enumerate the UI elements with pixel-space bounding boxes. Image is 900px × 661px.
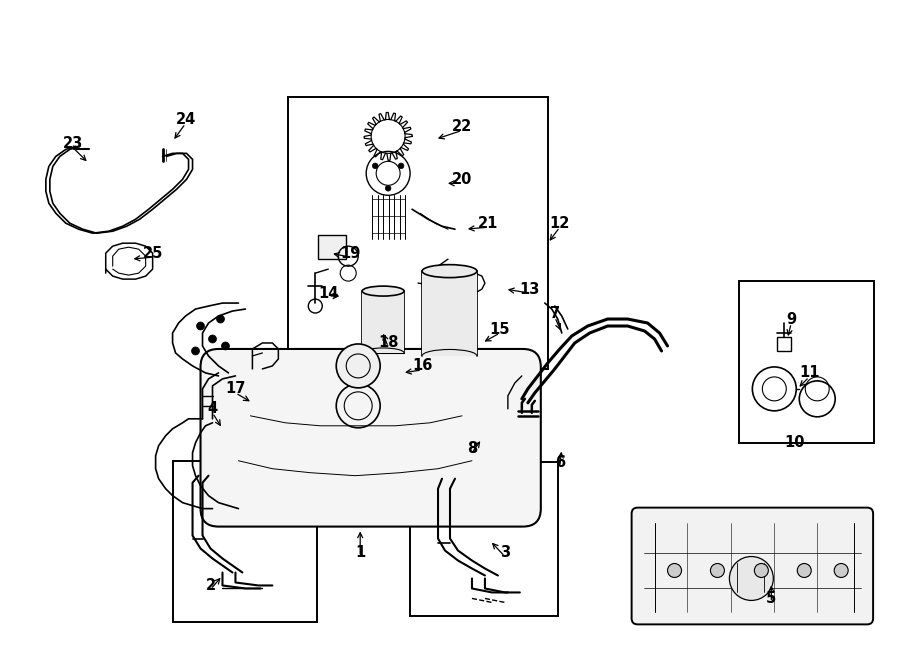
- Text: 21: 21: [478, 215, 498, 231]
- Text: 17: 17: [225, 381, 246, 397]
- Text: 14: 14: [318, 286, 338, 301]
- Circle shape: [729, 557, 773, 600]
- Text: 19: 19: [340, 246, 360, 260]
- Bar: [319, 235, 346, 259]
- FancyBboxPatch shape: [632, 508, 873, 625]
- Text: 5: 5: [766, 591, 777, 606]
- Text: 2: 2: [205, 578, 216, 593]
- Circle shape: [385, 186, 391, 191]
- Circle shape: [834, 564, 848, 578]
- Text: 11: 11: [799, 366, 820, 381]
- Ellipse shape: [362, 286, 404, 296]
- Circle shape: [797, 564, 811, 578]
- Circle shape: [217, 315, 224, 323]
- Text: 6: 6: [554, 455, 565, 470]
- Bar: [740, 281, 874, 443]
- Text: 7: 7: [550, 305, 560, 321]
- Text: 22: 22: [452, 119, 472, 134]
- Ellipse shape: [422, 264, 477, 278]
- Circle shape: [209, 335, 217, 343]
- Text: 24: 24: [176, 112, 195, 127]
- Bar: [778, 337, 791, 351]
- Text: 13: 13: [519, 282, 540, 297]
- FancyBboxPatch shape: [201, 349, 541, 527]
- Bar: [362, 291, 404, 353]
- Bar: [422, 271, 477, 356]
- Text: 23: 23: [63, 136, 83, 151]
- Text: 1: 1: [356, 545, 365, 560]
- Text: 12: 12: [550, 215, 570, 231]
- Text: 9: 9: [787, 311, 796, 327]
- Text: 3: 3: [500, 545, 510, 560]
- Text: 8: 8: [467, 442, 477, 456]
- Bar: [410, 462, 558, 617]
- Bar: [173, 461, 318, 623]
- Circle shape: [399, 163, 404, 169]
- Circle shape: [221, 342, 230, 350]
- Circle shape: [196, 322, 204, 330]
- Text: 20: 20: [452, 172, 472, 187]
- Text: 10: 10: [784, 435, 805, 450]
- Bar: [288, 97, 548, 369]
- Circle shape: [710, 564, 724, 578]
- Text: 16: 16: [412, 358, 432, 373]
- Circle shape: [668, 564, 681, 578]
- Circle shape: [337, 344, 380, 388]
- Text: 15: 15: [490, 321, 510, 336]
- Circle shape: [373, 163, 378, 169]
- Circle shape: [754, 564, 769, 578]
- Text: 4: 4: [207, 401, 218, 416]
- Text: 25: 25: [142, 246, 163, 260]
- Text: 18: 18: [378, 336, 399, 350]
- Circle shape: [192, 347, 200, 355]
